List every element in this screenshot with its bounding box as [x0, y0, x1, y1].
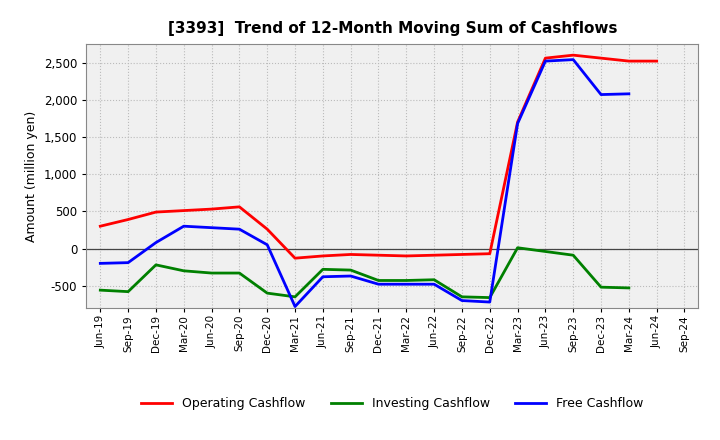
Operating Cashflow: [152, 209, 161, 215]
Free Cashflow: [263, 242, 271, 247]
Investing Cashflow: [207, 271, 216, 276]
Investing Cashflow: [152, 262, 161, 268]
Free Cashflow: [513, 121, 522, 126]
Operating Cashflow: [124, 217, 132, 222]
Title: [3393]  Trend of 12-Month Moving Sum of Cashflows: [3393] Trend of 12-Month Moving Sum of C…: [168, 21, 617, 36]
Free Cashflow: [207, 225, 216, 230]
Operating Cashflow: [513, 119, 522, 125]
Investing Cashflow: [485, 295, 494, 300]
Operating Cashflow: [291, 256, 300, 261]
Investing Cashflow: [263, 290, 271, 296]
Free Cashflow: [152, 240, 161, 245]
Operating Cashflow: [207, 206, 216, 212]
Free Cashflow: [318, 274, 327, 279]
Investing Cashflow: [624, 285, 633, 290]
Free Cashflow: [458, 298, 467, 303]
Investing Cashflow: [597, 285, 606, 290]
Investing Cashflow: [513, 245, 522, 250]
Operating Cashflow: [318, 253, 327, 259]
Investing Cashflow: [541, 249, 550, 254]
Free Cashflow: [374, 282, 383, 287]
Free Cashflow: [624, 91, 633, 96]
Free Cashflow: [485, 299, 494, 304]
Line: Free Cashflow: Free Cashflow: [100, 59, 629, 307]
Operating Cashflow: [624, 59, 633, 64]
Operating Cashflow: [652, 59, 661, 64]
Operating Cashflow: [402, 253, 410, 259]
Free Cashflow: [430, 282, 438, 287]
Legend: Operating Cashflow, Investing Cashflow, Free Cashflow: Operating Cashflow, Investing Cashflow, …: [136, 392, 649, 415]
Operating Cashflow: [430, 253, 438, 258]
Operating Cashflow: [374, 253, 383, 258]
Investing Cashflow: [346, 268, 355, 273]
Free Cashflow: [124, 260, 132, 265]
Line: Investing Cashflow: Investing Cashflow: [100, 248, 629, 297]
Operating Cashflow: [597, 55, 606, 61]
Investing Cashflow: [318, 267, 327, 272]
Free Cashflow: [569, 57, 577, 62]
Investing Cashflow: [96, 287, 104, 293]
Free Cashflow: [346, 273, 355, 279]
Free Cashflow: [402, 282, 410, 287]
Free Cashflow: [597, 92, 606, 97]
Investing Cashflow: [374, 278, 383, 283]
Free Cashflow: [235, 227, 243, 232]
Free Cashflow: [541, 59, 550, 64]
Line: Operating Cashflow: Operating Cashflow: [100, 55, 657, 258]
Operating Cashflow: [263, 227, 271, 232]
Operating Cashflow: [569, 52, 577, 58]
Investing Cashflow: [124, 289, 132, 294]
Investing Cashflow: [179, 268, 188, 273]
Investing Cashflow: [430, 277, 438, 282]
Operating Cashflow: [346, 252, 355, 257]
Operating Cashflow: [485, 251, 494, 257]
Y-axis label: Amount (million yen): Amount (million yen): [25, 110, 38, 242]
Operating Cashflow: [458, 252, 467, 257]
Investing Cashflow: [291, 294, 300, 300]
Free Cashflow: [179, 224, 188, 229]
Investing Cashflow: [402, 278, 410, 283]
Investing Cashflow: [235, 271, 243, 276]
Operating Cashflow: [179, 208, 188, 213]
Investing Cashflow: [569, 253, 577, 258]
Operating Cashflow: [541, 55, 550, 61]
Operating Cashflow: [96, 224, 104, 229]
Investing Cashflow: [458, 294, 467, 300]
Free Cashflow: [291, 304, 300, 309]
Operating Cashflow: [235, 204, 243, 209]
Free Cashflow: [96, 261, 104, 266]
